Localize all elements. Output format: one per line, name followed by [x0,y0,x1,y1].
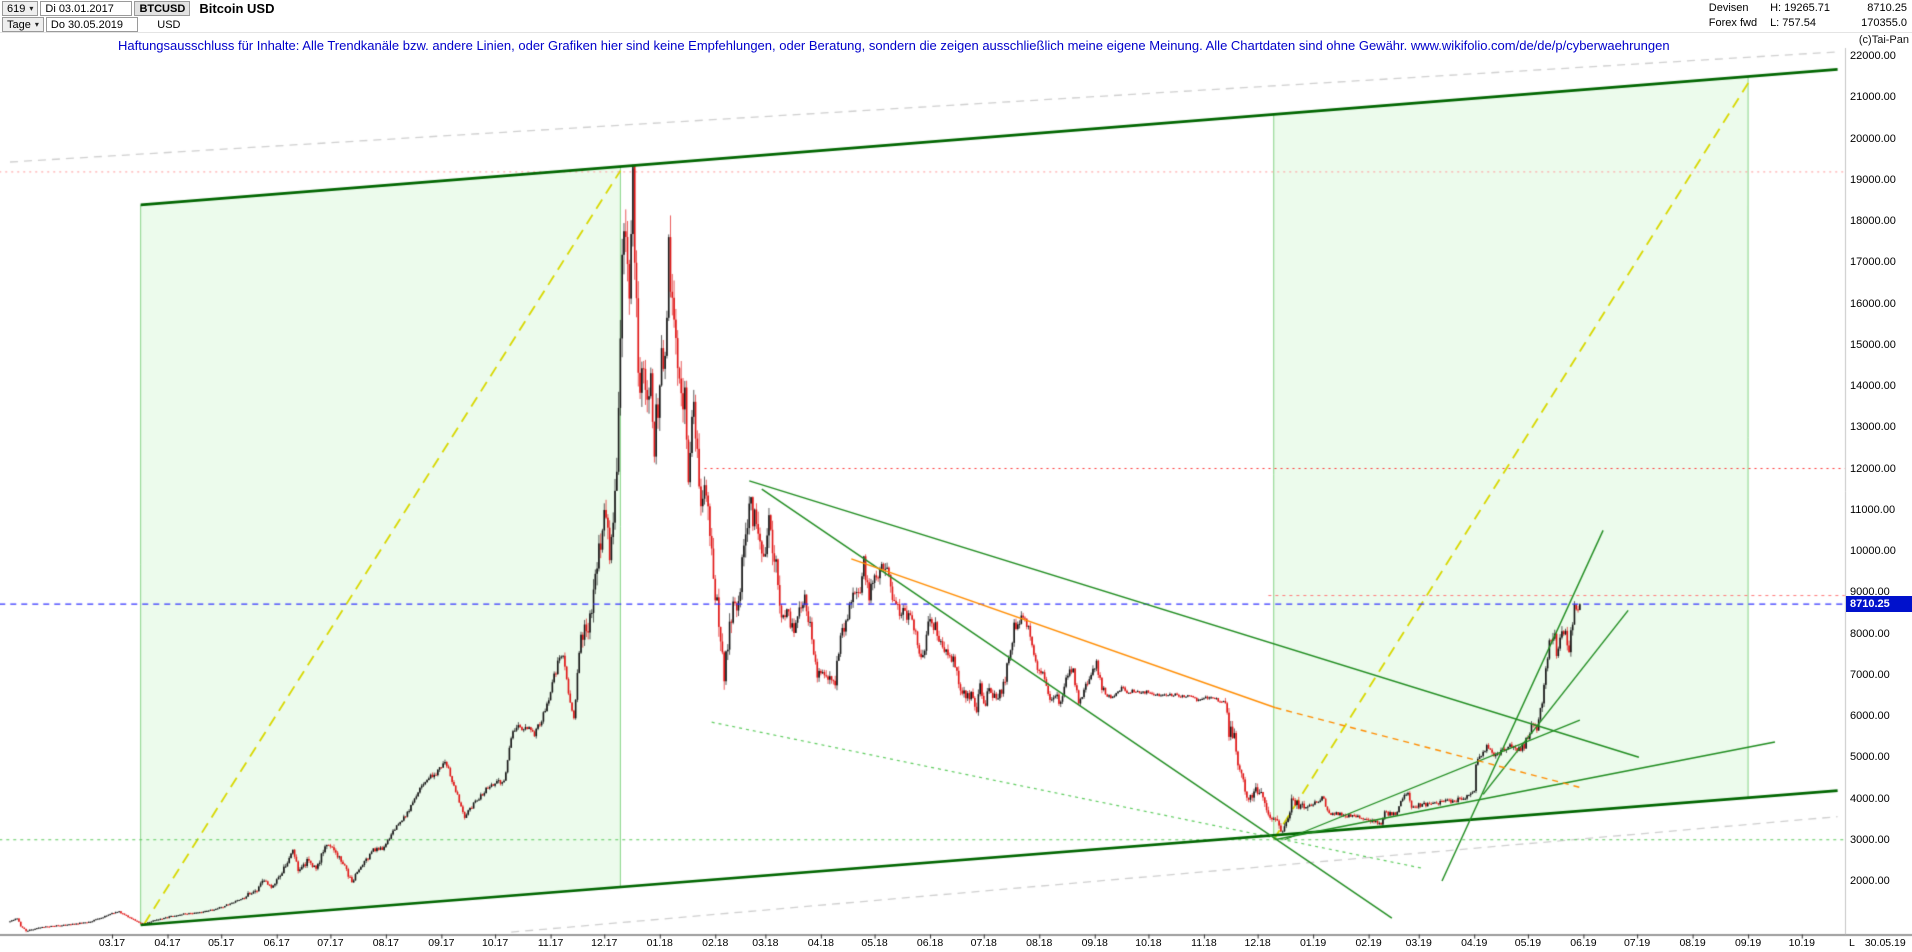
instrument-controls: 619 ▾ Di 03.01.2017 BTCUSD Bitcoin USD T… [2,1,275,32]
last-date-label: L 30.05.19 [1849,937,1906,949]
date-tick-label: 10.19 [1788,937,1815,949]
price-tick-label: 10000.00 [1850,545,1896,557]
last-price-value: 8710.25 [1867,2,1907,14]
price-tick-label: 14000.00 [1850,380,1896,392]
date-tick-label: 07.17 [317,937,344,949]
price-tick-label: 19000.00 [1850,173,1896,186]
price-tick-label: 12000.00 [1850,462,1896,475]
date-tick-label: 05.18 [861,937,888,949]
copyright-label: (c)Tai-Pan [1858,34,1909,46]
chevron-down-icon: ▾ [34,19,39,29]
symbol-box[interactable]: BTCUSD [134,1,191,16]
date-tick-label: 08.17 [372,937,400,949]
chart-header: 619 ▾ Di 03.01.2017 BTCUSD Bitcoin USD T… [0,0,1912,33]
price-tick-label: 15000.00 [1850,338,1896,351]
date-tick-label: 11.17 [537,937,564,949]
feed-label: Forex fwd [1708,17,1758,29]
price-tick-label: 2000.00 [1850,875,1890,887]
date-tick-label: 01.18 [646,937,673,949]
start-date-field[interactable]: Di 03.01.2017 [40,1,133,16]
last-price-marker-value: 8710.25 [1850,598,1890,611]
timeframe-dropdown[interactable]: Tage ▾ [2,17,44,32]
date-tick-label: 03.19 [1405,937,1432,949]
date-tick-label: 09.19 [1734,937,1762,949]
price-tick-label: 20000.00 [1850,132,1896,145]
date-tick-label: 04.19 [1461,937,1488,949]
price-tick-label: 9000.00 [1850,586,1890,599]
bar-count-dropdown[interactable]: 619 ▾ [2,1,39,16]
last-flag: L [1849,937,1855,949]
timeframe-value: Tage [7,18,31,31]
end-date-field[interactable]: Do 30.05.2019 [45,17,138,32]
last-date-value: 30.05.19 [1864,937,1906,949]
price-tick-label: 4000.00 [1850,792,1890,805]
price-tick-label: 11000.00 [1850,503,1896,516]
price-tick-label: 13000.00 [1850,421,1896,434]
price-tick-label: 5000.00 [1850,751,1890,764]
price-tick-label: 22000.00 [1850,50,1896,62]
date-tick-label: 02.18 [702,937,729,949]
date-tick-label: 06.17 [263,937,290,949]
date-tick-label: 06.18 [916,937,944,949]
disclaimer-text: Haftungsausschluss für Inhalte: Alle Tre… [118,38,1670,53]
date-tick-label: 01.19 [1299,937,1327,949]
date-tick-label: 12.17 [591,937,618,949]
price-tick-label: 6000.00 [1850,710,1890,722]
date-tick-label: 09.18 [1081,937,1108,949]
date-tick-label: 09.17 [428,937,455,949]
market-label: Devisen [1708,2,1749,14]
chevron-down-icon: ▾ [29,3,34,13]
date-tick-label: 06.19 [1570,937,1597,949]
date-tick-label: 04.17 [154,937,181,949]
quote-info: Devisen H: 19265.71 8710.25 Forex fwd L:… [1709,1,1907,31]
date-tick-label: 05.19 [1514,937,1542,949]
price-tick-label: 7000.00 [1850,668,1890,681]
currency-label: USD [157,18,181,31]
price-tick-label: 8000.00 [1850,627,1890,640]
price-tick-label: 18000.00 [1850,215,1896,227]
date-tick-label: 04.18 [807,937,834,949]
date-tick-label: 12.18 [1244,937,1271,949]
date-tick-label: 11.18 [1191,937,1217,949]
price-tick-label: 3000.00 [1850,833,1890,846]
price-tick-label: 16000.00 [1850,297,1896,310]
period-high-label: H: 19265.71 [1770,2,1830,14]
volume-value: 170355.0 [1861,17,1907,29]
price-tick-label: 17000.00 [1850,256,1896,269]
instrument-title: Bitcoin USD [199,1,275,16]
date-tick-label: 07.19 [1623,937,1651,949]
date-tick-label: 03.17 [98,937,126,949]
date-tick-label: 10.17 [481,937,509,949]
date-tick-label: 05.17 [208,937,235,949]
price-tick-label: 21000.00 [1850,91,1896,104]
period-low-label: L: 757.54 [1770,17,1816,29]
date-tick-label: 08.18 [1026,937,1053,949]
date-tick-label: 07.18 [970,937,997,949]
bar-count-value: 619 [7,2,26,15]
date-tick-label: 02.19 [1355,937,1382,949]
date-tick-label: 10.18 [1135,937,1162,949]
date-tick-label: 03.18 [752,937,779,949]
date-tick-label: 08.19 [1679,937,1706,949]
last-price-marker: 8710.25 [1846,596,1912,613]
